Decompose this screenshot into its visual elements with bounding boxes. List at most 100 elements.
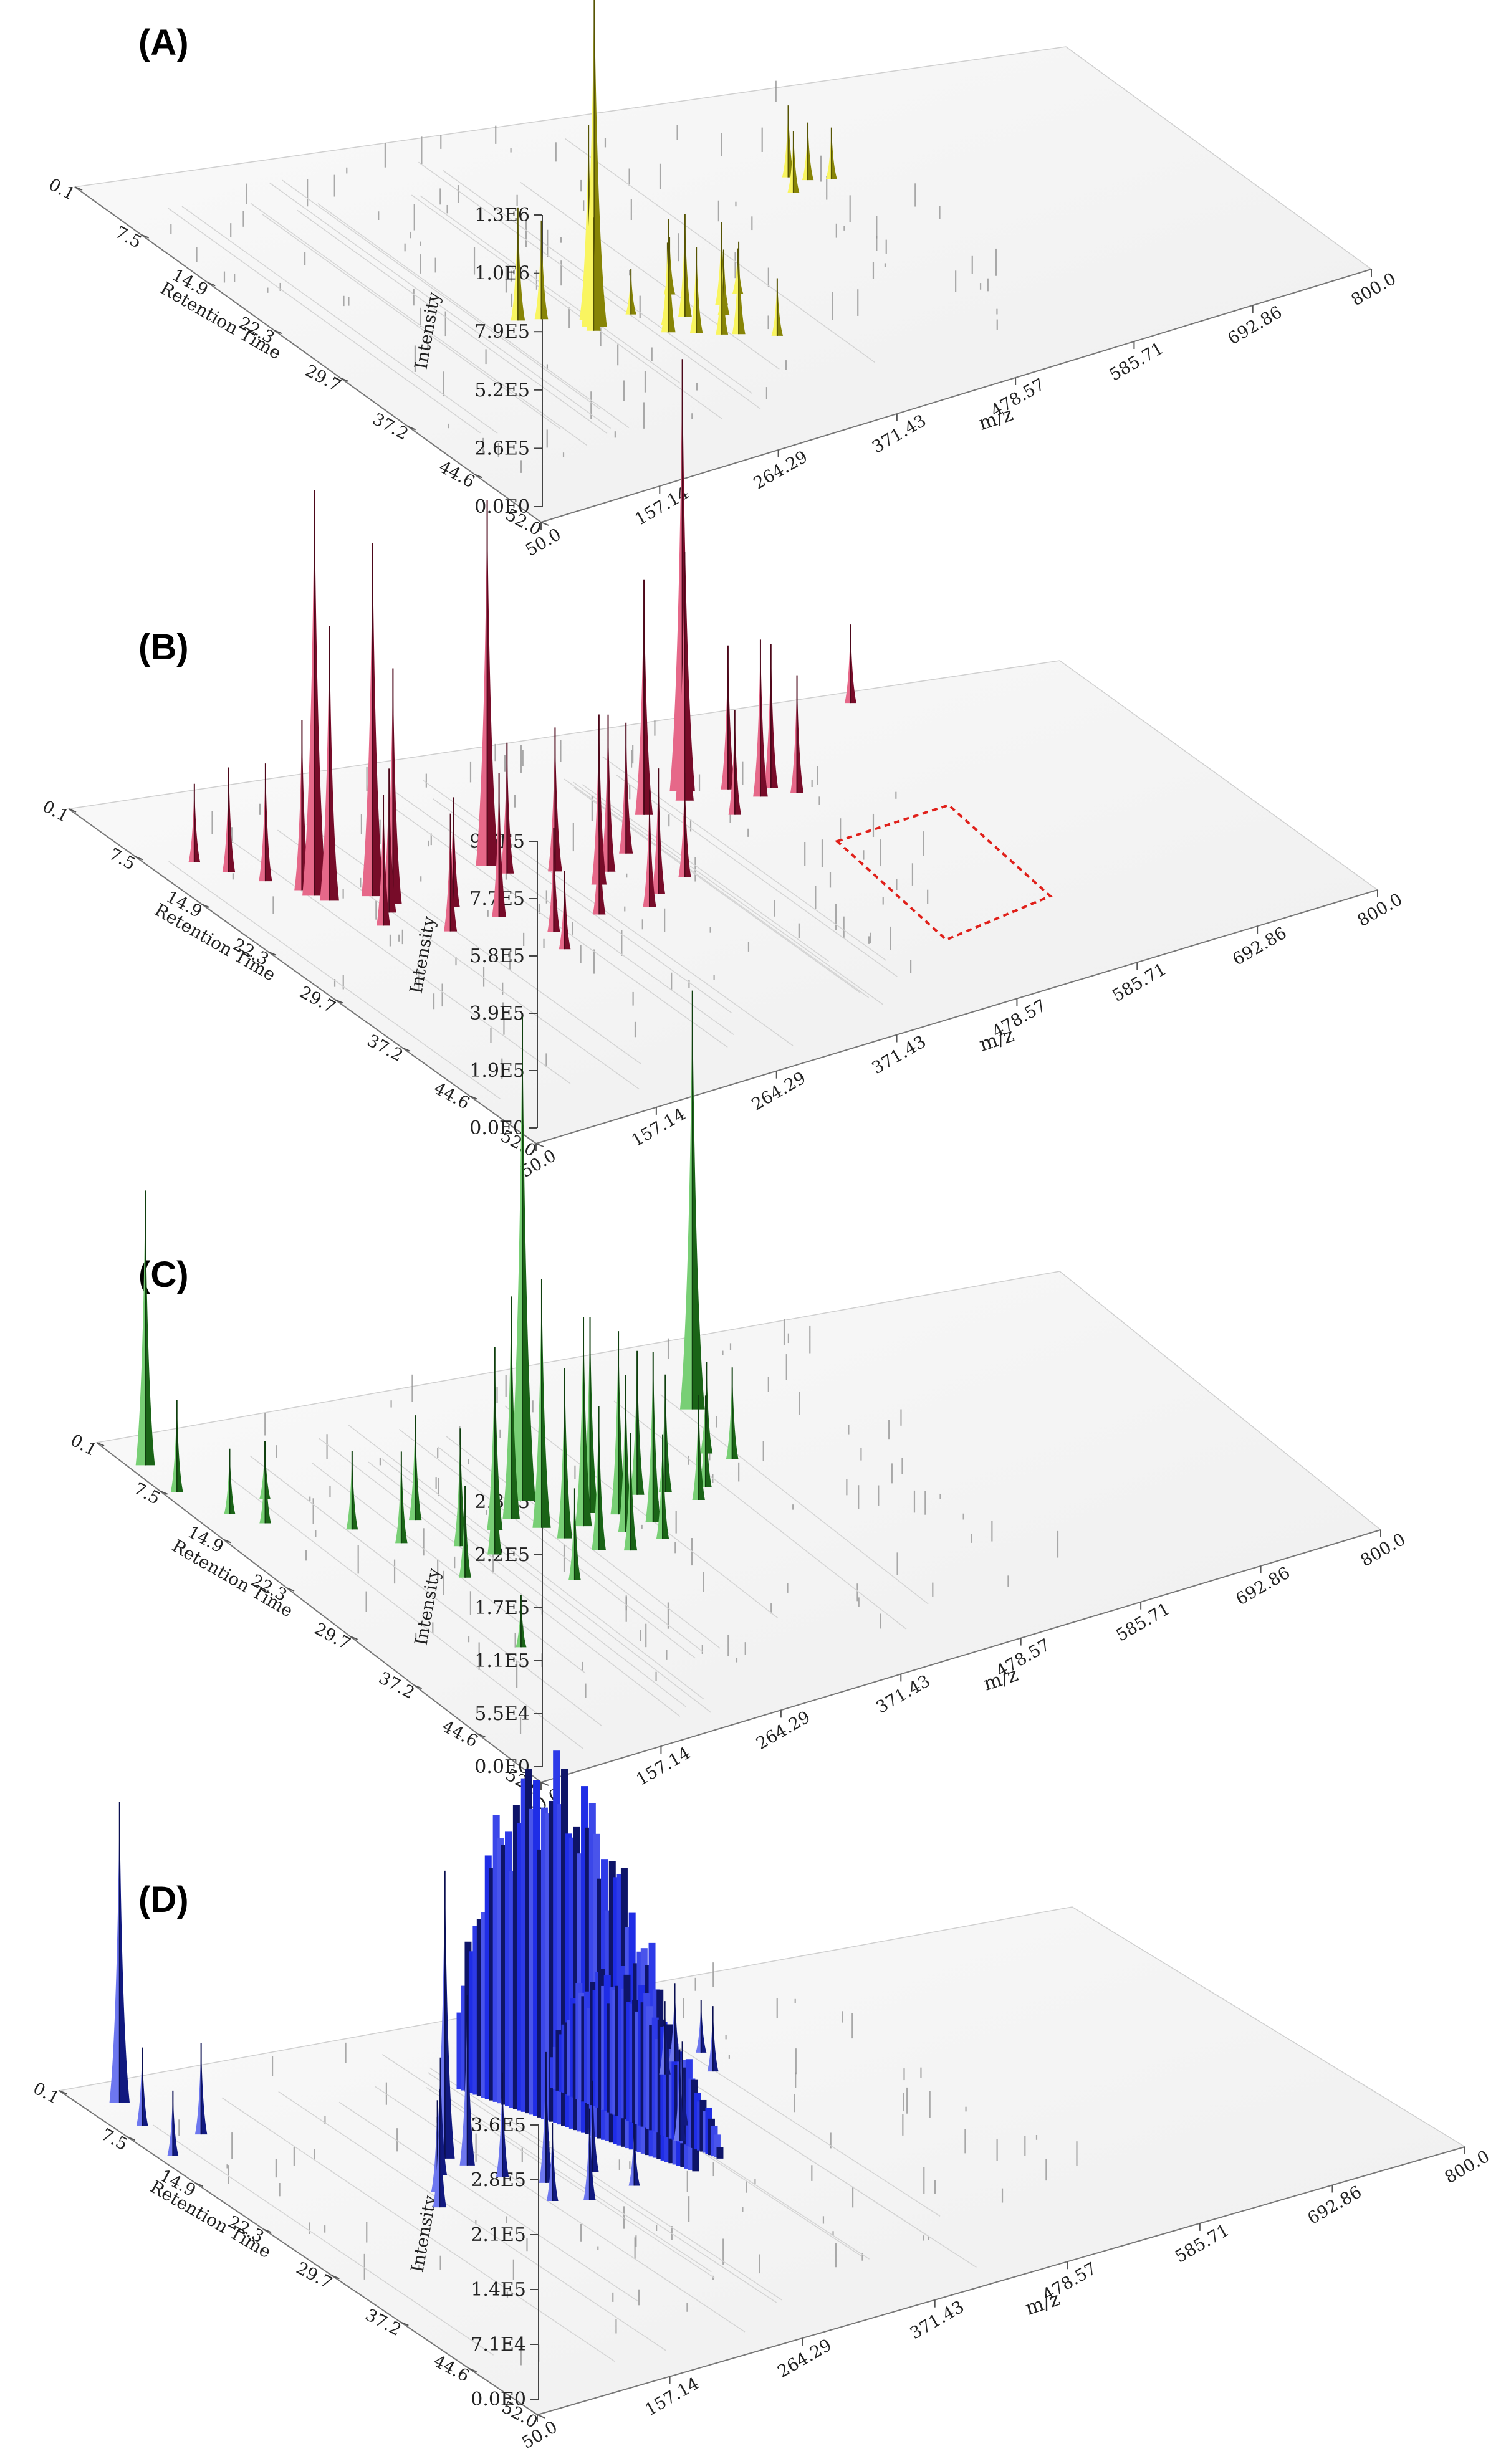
chart-2-peak-8 [635,579,653,815]
chart-3-peak-24 [557,1368,573,1539]
chart-3-peak-19 [453,1428,468,1547]
chart-2-highlight-box [835,803,1053,942]
chart-1-mz-axis-line [540,269,1372,523]
chart-4-peak-2 [194,2043,208,2135]
chart-1-peak-1 [802,122,814,181]
chart-1-rt-axis-line [74,186,542,523]
chart-1-intensity-tick-label: 2.6E5 [474,437,530,459]
chart-3-peaks [135,990,739,1648]
chart-4-mz-axis-title: m/z [1022,2288,1063,2320]
chart-2-peak-11 [294,720,310,891]
chart-1-intensity-tick-label: 1.3E6 [474,204,530,226]
chart-2-peak-5 [675,552,694,801]
chart-1-peak-6 [534,220,549,320]
chart-3-rt-axis-line [96,1442,542,1783]
chart-1-peak-14 [678,214,692,317]
chart-2-mz-axis-line [535,889,1378,1144]
chart-2-mz-tick-label: 800.0 [1355,890,1406,930]
chart-3-peak-12 [395,1451,408,1544]
chart-1-mz-axis-title: m/z [976,403,1016,436]
chart-2-peak-17 [500,742,514,874]
chart-2-peak-24 [377,795,391,926]
chart-2-intensity-tick-label: 0.0E0 [469,1117,525,1139]
chart-4-background-ions [113,1962,1078,2366]
chart-2-peak-31 [643,789,656,907]
chart-1-peak-20 [732,241,746,335]
chart-3-intensity-tick-label: 2.2E5 [474,1544,530,1566]
chart-2-peak-30 [593,809,606,915]
chart-3-rt-tick-label: 0.1 [67,1431,100,1461]
chart-2-peak-16 [361,543,384,897]
chart-4-intensity-tick-label: 2.1E5 [471,2224,526,2246]
chart-2-rt-axis-line [68,808,537,1144]
chart-3-peak-31 [568,1488,581,1580]
chart-4-mz-axis-line [537,2146,1465,2415]
chart-3-mz-axis-line [540,1529,1381,1783]
chart-3-peak-30 [623,1433,638,1551]
chart-3-peak-4 [224,1448,236,1514]
chart-1-peak-21 [771,278,784,336]
chart-2-peak-10 [790,675,804,793]
chart-2-peak-27 [678,773,691,878]
chart-4-rt-axis-line [59,2090,538,2415]
chart-3-peak-10 [726,1367,739,1459]
chart-3-peak-26 [618,1375,633,1532]
chart-1-peaks [511,0,837,336]
chart-2-peak-6 [259,763,272,882]
chart-4-intensity-tick-label: 7.1E4 [471,2334,526,2356]
chart-2-intensity-tick-label: 3.9E5 [469,1003,525,1024]
chart-4-peak-19 [628,2120,640,2186]
chart-3-peak-2 [679,990,705,1410]
chart-3-peak-22 [692,1395,705,1501]
chart-4-peak-7 [707,2006,719,2072]
chart-3-peak-17 [699,1395,712,1487]
chart-4-peak-18 [546,2123,559,2202]
chart-4-peak-13 [496,2072,509,2177]
panel-d-chart: 0.17.514.922.329.737.244.652.0Retention … [30,1750,1493,2453]
chart-2-mz-axis-title: m/z [977,1024,1017,1056]
chart-1-peak-17 [661,219,676,333]
chart-3-peak-23 [487,1410,502,1555]
chart-3-peak-15 [658,1374,672,1492]
chart-1-intensity-tick-label: 1.0E6 [474,263,530,285]
chart-2-peak-18 [619,722,633,854]
chart-4-peak-1 [136,2047,148,2126]
chart-3-intensity-tick-label: 0.0E0 [474,1756,530,1778]
chart-3-mz-axis-title: m/z [981,1663,1021,1696]
chart-3-peak-27 [459,1486,471,1578]
chart-3-peak-28 [592,1406,606,1550]
chart-3-peak-16 [582,1316,598,1513]
chart-2-peaks [188,359,856,950]
chart-4-peak-9 [459,1995,475,2166]
chart-2-peak-1 [188,783,201,862]
chart-3-peak-18 [532,1279,551,1528]
panel-b-label: (B) [138,627,189,667]
chart-4-peak-14 [673,2049,686,2141]
chart-3-peak-7 [346,1451,358,1530]
chart-3-peak-13 [630,1350,645,1495]
chart-4-peak-3 [167,2090,179,2156]
chart-1-peak-5 [511,207,525,321]
chart-4-peak-4 [696,2000,707,2053]
chart-2-peak-26 [492,773,506,917]
chart-4-intensity-tick-label: 0.0E0 [471,2389,526,2410]
chart-2-peak-15 [320,626,339,901]
chart-2-peak-0 [845,624,856,704]
chart-2-intensity-tick-label: 5.8E5 [469,945,525,967]
chart-2-peak-13 [728,710,741,815]
panel-d-label: (D) [138,1879,189,1920]
chart-1-peak-0 [782,105,795,178]
chart-2-peak-21 [381,768,396,913]
chart-3-peak-5 [259,1449,271,1524]
chart-1-peak-12 [586,217,601,331]
panel-d: (D) 0.17.514.922.329.737.244.652.0Retent… [30,1750,1493,2453]
panel-b-chart: 0.17.514.922.329.737.244.652.0Retention … [39,359,1406,1182]
panel-c: (C) 0.17.514.922.329.737.244.652.0Retent… [67,990,1409,1820]
chart-3-peak-21 [575,1317,592,1527]
panel-a-chart: 0.17.514.922.329.737.244.652.0Retention … [46,0,1399,560]
chart-1-intensity-tick-label: 5.2E5 [474,380,530,401]
chart-2-peak-7 [764,644,779,788]
chart-4-ridge-1 [550,1966,724,2159]
chart-1-intensity-tick-label: 0.0E0 [474,496,530,518]
chart-3-peak-0 [135,1190,155,1466]
